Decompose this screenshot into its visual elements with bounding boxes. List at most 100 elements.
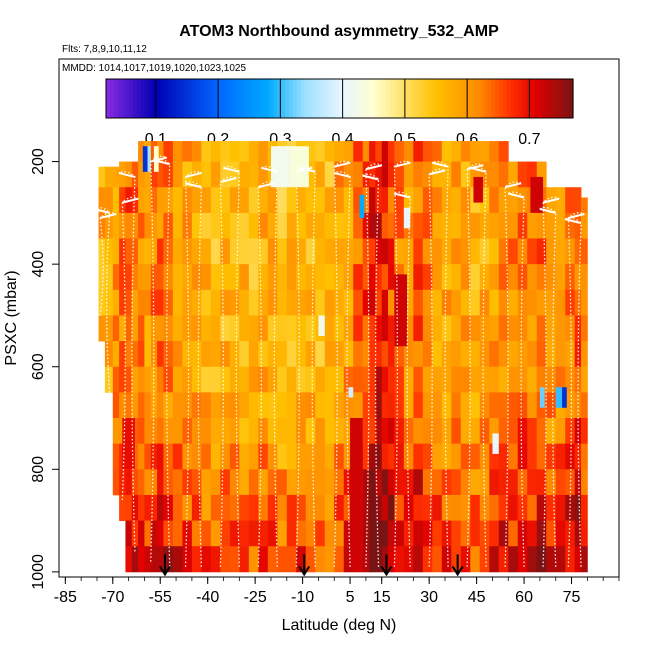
heatmap-cell: [432, 212, 443, 239]
colorbar-segment: [374, 79, 380, 118]
heatmap-cell: [362, 141, 370, 165]
x-axis-label: Latitude (deg N): [282, 617, 397, 634]
heatmap-cell: [375, 264, 383, 291]
heatmap-cell: [210, 212, 221, 239]
colorbar-segment: [358, 79, 364, 118]
heatmap-cell: [191, 212, 202, 239]
heatmap-cell: [286, 315, 297, 342]
heatmap-cell: [441, 366, 452, 393]
heatmap-cell: [451, 264, 462, 291]
heatmap-cell: [220, 161, 231, 188]
heatmap-cell: [98, 187, 106, 214]
colorbar-segment: [327, 79, 333, 118]
colorbar-segment: [499, 79, 504, 118]
heatmap-cell: [451, 418, 462, 445]
heatmap-cell: [104, 166, 114, 188]
colorbar-segment: [456, 79, 461, 118]
heatmap-cell: [441, 546, 452, 573]
heatmap-cell: [574, 469, 582, 496]
colorbar-segment: [152, 79, 158, 118]
heatmap-cell: [334, 264, 345, 291]
heatmap-cell: [432, 494, 443, 521]
heatmap-cell: [220, 443, 231, 470]
heatmap-cell: [536, 469, 547, 496]
heatmap-cell: [315, 392, 326, 419]
heatmap-cell: [172, 141, 183, 165]
heatmap-cell: [574, 443, 582, 470]
heatmap-cell: [163, 443, 174, 470]
heatmap-cell: [201, 392, 212, 419]
heatmap-cell: [201, 238, 212, 265]
heatmap-cell: [470, 161, 481, 188]
heatmap-cell: [527, 392, 538, 419]
flight-track: [504, 181, 522, 567]
heatmap-cell: [248, 187, 259, 214]
colorbar-segment: [432, 79, 438, 118]
heatmap-cell: [248, 264, 259, 291]
heatmap-cell: [555, 469, 566, 496]
heatmap-cell: [394, 141, 405, 165]
heatmap-cell: [239, 187, 250, 214]
heatmap-cell: [267, 469, 278, 496]
heatmap-cell: [324, 520, 335, 547]
heatmap-cell: [172, 392, 183, 419]
colorbar-segment: [320, 79, 325, 118]
heatmap-cell: [258, 469, 269, 496]
heatmap-cell: [343, 187, 354, 214]
heatmap-cell: [527, 418, 538, 445]
heatmap-cell: [150, 187, 158, 214]
heatmap-cell: [460, 141, 471, 165]
heatmap-cell: [163, 418, 174, 445]
flight-track: [542, 196, 560, 567]
flight-track-top: [365, 164, 383, 171]
heatmap-cell: [277, 366, 288, 393]
heatmap-cell: [220, 469, 231, 496]
heatmap-cell: [403, 187, 414, 214]
heatmap-cell: [138, 520, 145, 547]
heatmap-cell: [286, 366, 297, 393]
heatmap-cell: [479, 546, 490, 573]
colorbar-segment: [530, 79, 535, 118]
heatmap-cell: [229, 141, 240, 165]
heatmap-cell: [305, 341, 316, 368]
heatmap-cell: [112, 392, 120, 419]
heatmap-cell: [403, 443, 414, 470]
heatmap-cell: [334, 469, 345, 496]
heatmap-anomaly-cell: [122, 418, 135, 470]
heatmap-cell: [324, 341, 335, 368]
colorbar-segment: [561, 79, 566, 118]
heatmap-cell: [163, 238, 174, 265]
heatmap-cell: [479, 341, 490, 368]
heatmap-cell: [369, 264, 376, 291]
colorbar-segment: [397, 79, 403, 118]
heatmap-cell: [144, 494, 152, 521]
heatmap-cell: [432, 264, 443, 291]
heatmap-cell: [343, 520, 354, 547]
heatmap-cell: [258, 289, 269, 316]
heatmap-cell: [220, 264, 231, 291]
heatmap-cell: [403, 494, 414, 521]
heatmap-cell: [172, 469, 183, 496]
y-axis: 200 400 600 800 1000: [30, 148, 59, 590]
heatmap-anomaly-cell: [318, 315, 325, 336]
heatmap-cell: [144, 161, 152, 188]
colorbar-segment: [355, 79, 360, 118]
heatmap-cell: [119, 264, 126, 291]
flight-track: [393, 160, 411, 567]
flight-track-top: [362, 174, 379, 181]
colorbar-segment: [534, 79, 539, 118]
heatmap-cell: [403, 520, 414, 547]
colorbar-segment: [187, 79, 193, 118]
heatmap-cell: [555, 366, 566, 393]
heatmap-cell: [248, 315, 259, 342]
heatmap-cell: [201, 366, 212, 393]
heatmap-cell: [527, 315, 538, 342]
heatmap-cell: [498, 315, 509, 342]
heatmap-cell: [432, 289, 443, 316]
heatmap-cell: [239, 264, 250, 291]
y-tick-label: 800: [30, 456, 47, 483]
colorbar-segment: [281, 79, 286, 118]
heatmap-cell: [565, 546, 576, 573]
y-axis-label: PSXC (mbar): [3, 270, 20, 365]
